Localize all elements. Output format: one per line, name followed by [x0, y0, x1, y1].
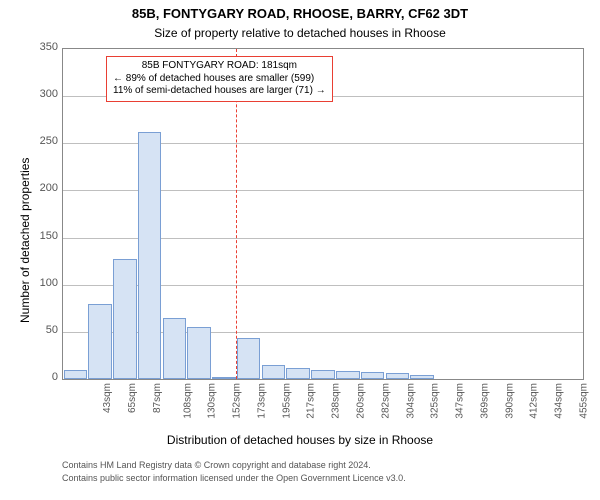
x-tick-label: 87sqm	[152, 383, 163, 413]
chart-title-sub: Size of property relative to detached ho…	[0, 26, 600, 40]
x-tick-label: 130sqm	[207, 383, 218, 419]
x-axis-title: Distribution of detached houses by size …	[0, 433, 600, 447]
y-tick-label: 150	[28, 230, 58, 242]
histogram-bar	[163, 318, 187, 379]
chart-title-main: 85B, FONTYGARY ROAD, RHOOSE, BARRY, CF62…	[0, 6, 600, 21]
x-tick-label: 347sqm	[455, 383, 466, 419]
x-tick-label: 43sqm	[102, 383, 113, 413]
histogram-bar	[64, 370, 88, 379]
x-tick-label: 412sqm	[529, 383, 540, 419]
x-tick-label: 65sqm	[127, 383, 138, 413]
histogram-bar	[410, 375, 434, 379]
footer-line-2: Contains public sector information licen…	[0, 473, 600, 483]
x-tick-label: 217sqm	[306, 383, 317, 419]
y-tick-label: 250	[28, 135, 58, 147]
x-tick-label: 325sqm	[430, 383, 441, 419]
x-tick-label: 304sqm	[405, 383, 416, 419]
x-tick-label: 369sqm	[479, 383, 490, 419]
histogram-bar	[311, 370, 335, 379]
histogram-bar	[237, 338, 261, 379]
x-tick-label: 282sqm	[380, 383, 391, 419]
histogram-bar	[361, 372, 385, 379]
histogram-bar	[212, 377, 236, 379]
footer-line-1: Contains HM Land Registry data © Crown c…	[0, 460, 600, 470]
y-tick-label: 50	[28, 324, 58, 336]
annotation-line: 11% of semi-detached houses are larger (…	[113, 85, 326, 98]
y-tick-label: 0	[28, 371, 58, 383]
histogram-bar	[336, 371, 360, 379]
histogram-bar	[138, 132, 162, 379]
y-tick-label: 200	[28, 182, 58, 194]
annotation-line: ← 89% of detached houses are smaller (59…	[113, 73, 326, 86]
x-tick-label: 260sqm	[356, 383, 367, 419]
x-tick-label: 173sqm	[257, 383, 268, 419]
x-tick-label: 108sqm	[182, 383, 193, 419]
x-tick-label: 238sqm	[331, 383, 342, 419]
x-tick-label: 152sqm	[232, 383, 243, 419]
annotation-box: 85B FONTYGARY ROAD: 181sqm← 89% of detac…	[106, 56, 333, 102]
y-tick-label: 100	[28, 277, 58, 289]
histogram-bar	[286, 368, 310, 379]
x-tick-label: 195sqm	[281, 383, 292, 419]
x-tick-label: 434sqm	[554, 383, 565, 419]
histogram-bar	[88, 304, 112, 379]
y-tick-label: 300	[28, 88, 58, 100]
y-tick-label: 350	[28, 41, 58, 53]
x-tick-label: 455sqm	[578, 383, 589, 419]
histogram-bar	[386, 373, 410, 379]
histogram-bar	[262, 365, 286, 379]
histogram-bar	[187, 327, 211, 379]
histogram-bar	[113, 259, 137, 379]
annotation-line: 85B FONTYGARY ROAD: 181sqm	[113, 60, 326, 73]
x-tick-label: 390sqm	[504, 383, 515, 419]
